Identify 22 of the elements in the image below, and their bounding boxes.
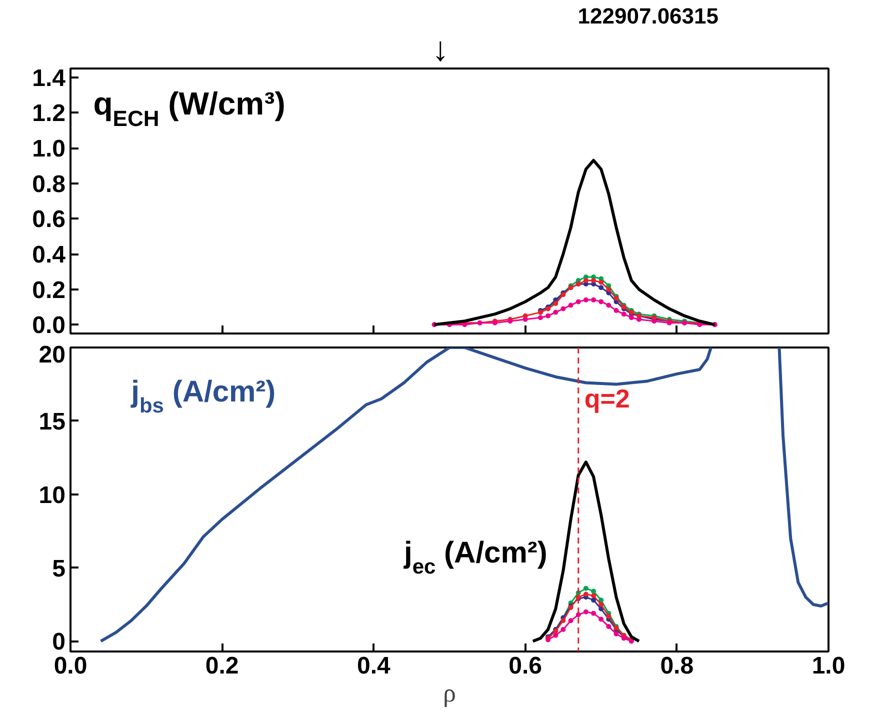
text: ↓ — [432, 30, 449, 68]
y-tick-label: 0 — [52, 628, 66, 656]
y-tick-label: 1.4 — [32, 64, 66, 92]
x-tick-label: 0.6 — [508, 652, 542, 680]
y-tick-label: 10 — [38, 482, 66, 509]
x-tick-label: 0.8 — [660, 652, 694, 680]
y-tick-label: 1.0 — [32, 136, 66, 162]
x-axis-title: ρ — [443, 678, 456, 708]
y-tick-label: 15 — [38, 408, 66, 436]
y-tick-label: 1.2 — [32, 100, 66, 128]
y-tick-label: 0.2 — [32, 276, 66, 304]
x-tick-label: 1.0 — [812, 652, 846, 680]
y-tick-label: 0.8 — [32, 170, 66, 198]
x-tick-label: 0.4 — [357, 652, 392, 680]
y-tick-label: 20 — [38, 342, 66, 368]
y-tick-label: 0.0 — [32, 312, 66, 340]
x-tick-label: 0.2 — [205, 652, 239, 680]
chart-title: 122907.06315 — [578, 4, 718, 28]
y-tick-label: 0.6 — [32, 206, 66, 234]
y-tick-label: 0.4 — [32, 242, 66, 268]
y-tick-label: 5 — [52, 555, 66, 582]
annotation: q=2 — [584, 384, 630, 414]
